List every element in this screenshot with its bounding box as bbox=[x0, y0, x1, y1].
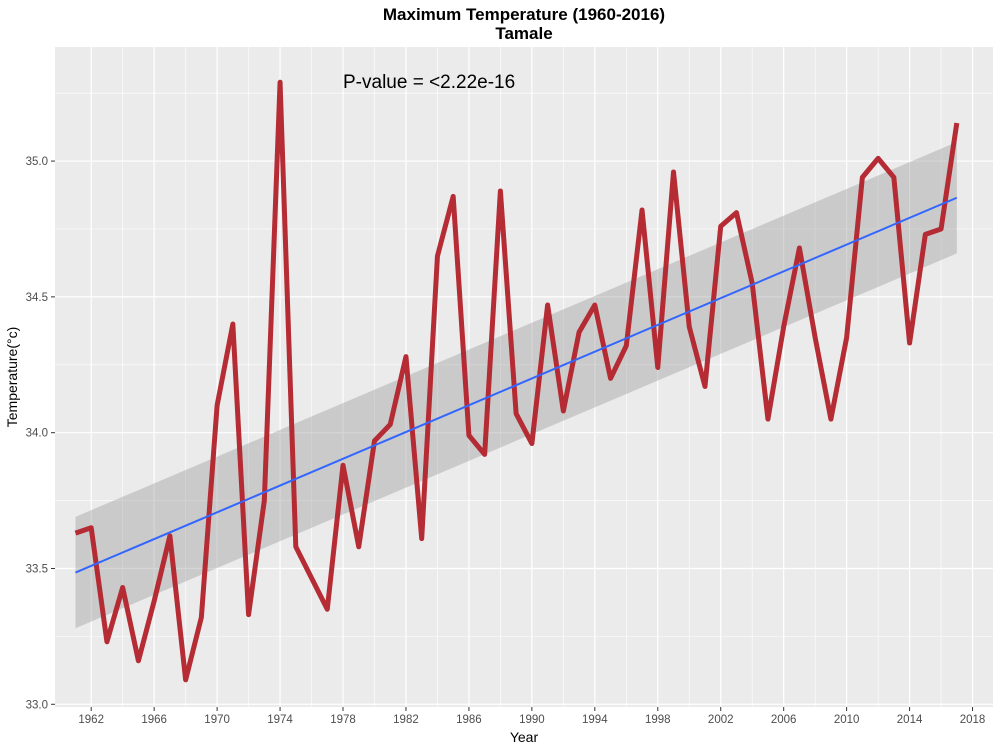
y-axis-title: Temperature(°c) bbox=[4, 327, 20, 428]
series-line-layer bbox=[74, 79, 960, 683]
x-tick-label: 2018 bbox=[960, 714, 986, 726]
x-tick-label: 1986 bbox=[456, 714, 482, 726]
y-tick-label: 35.0 bbox=[26, 156, 48, 168]
y-tick-label: 33.0 bbox=[26, 699, 48, 711]
x-tick-label: 2006 bbox=[771, 714, 797, 726]
x-tick-label: 2002 bbox=[708, 714, 734, 726]
x-tick-label: 1978 bbox=[330, 714, 356, 726]
x-tick-label: 1974 bbox=[267, 714, 293, 726]
chart-subtitle: Tamale bbox=[495, 24, 552, 43]
x-tick-label: 1990 bbox=[519, 714, 545, 726]
x-tick-label: 1994 bbox=[582, 714, 608, 726]
x-tick-label: 1966 bbox=[141, 714, 167, 726]
x-tick-label: 2010 bbox=[834, 714, 860, 726]
x-tick-label: 1982 bbox=[393, 714, 419, 726]
p-value-annotation: P-value = <2.22e-16 bbox=[343, 72, 515, 93]
y-tick-label: 33.5 bbox=[26, 563, 48, 575]
x-tick-label: 1962 bbox=[78, 714, 104, 726]
x-tick-label: 2014 bbox=[897, 714, 923, 726]
chart-title: Maximum Temperature (1960-2016) bbox=[383, 5, 665, 24]
gridlines bbox=[55, 47, 993, 707]
x-tick-label: 1970 bbox=[204, 714, 230, 726]
trend-line-layer bbox=[75, 196, 958, 574]
x-axis: 1962 1966 1970 1974 1978 1982 1986 1990 1994 1998… bbox=[78, 707, 985, 726]
y-tick-label: 34.5 bbox=[26, 292, 48, 304]
x-axis-title: Year bbox=[510, 729, 539, 745]
regression-trend-line bbox=[75, 196, 958, 574]
y-tick-label: 34.0 bbox=[26, 428, 48, 440]
x-tick-label: 1998 bbox=[645, 714, 671, 726]
y-axis: 33.0 33.5 34.0 34.5 35.0 bbox=[26, 156, 55, 711]
temperature-series-line bbox=[74, 79, 960, 683]
